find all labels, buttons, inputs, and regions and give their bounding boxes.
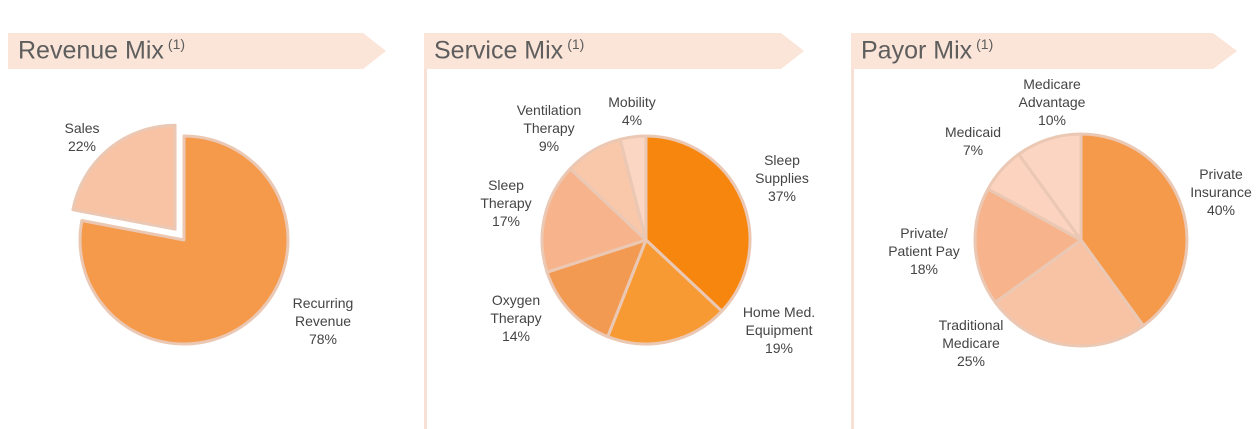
slice-name-label: Mobility xyxy=(608,94,655,110)
pie-slice-recurring-revenue xyxy=(78,134,290,346)
payor-mix-title: Payor Mix (1) xyxy=(861,36,993,65)
slice-label-sleep-supplies: Sleep Supplies 37% xyxy=(755,152,809,204)
slice-name-label: Advantage xyxy=(1019,94,1086,110)
payor-mix-title-text: Payor Mix xyxy=(861,36,973,65)
slice-name-label: Sleep xyxy=(488,177,524,193)
slice-value-label: 7% xyxy=(963,142,983,158)
revenue-mix-title-text: Revenue Mix xyxy=(18,36,164,65)
pie-slice-sleep-therapy xyxy=(540,167,648,274)
service-mix-banner: Service Mix (1) xyxy=(424,33,806,69)
slice-value-label: 14% xyxy=(502,328,530,344)
slice-label-recurring-revenue: Recurring Revenue 78% xyxy=(293,295,354,347)
slice-value-label: 10% xyxy=(1038,112,1066,128)
slice-label-sales: Sales 22% xyxy=(64,120,99,154)
slice-value-label: 19% xyxy=(765,340,793,356)
slice-value-label: 4% xyxy=(622,112,642,128)
pie-slice-mobility xyxy=(618,134,648,242)
slice-name-label: Insurance xyxy=(1190,184,1252,200)
banner-arrow-shape xyxy=(424,33,804,69)
slice-value-label: 78% xyxy=(309,331,337,347)
slice-name-label: Ventilation xyxy=(517,102,582,118)
payor-mix-divider xyxy=(851,66,854,429)
slice-name-label: Equipment xyxy=(746,322,813,338)
slice-name-label: Medicare xyxy=(942,335,1000,351)
payor-mix-panel: Payor Mix (1) Private Insurance 40% Traditio… xyxy=(851,0,1256,429)
slice-value-label: 22% xyxy=(68,138,96,154)
slice-label-medicare-advantage: Medicare Advantage 10% xyxy=(1019,76,1086,128)
slice-label-private-patient-pay: Private/Patient Pay 18% xyxy=(888,225,960,277)
service-mix-title: Service Mix (1) xyxy=(434,36,584,65)
revenue-mix-title: Revenue Mix (1) xyxy=(18,36,185,65)
slice-name-label: Private/ xyxy=(900,225,948,241)
slice-name-label: Revenue xyxy=(295,313,351,329)
pie-slice-private-patient-pay xyxy=(973,187,1083,304)
slice-name-label: Private xyxy=(1199,166,1243,182)
slice-label-ventilation-therapy: Ventilation Therapy 9% xyxy=(517,102,582,154)
service-mix-panel: Service Mix (1) Sleep Supplies 37% Home Med.… xyxy=(424,0,844,429)
slice-name-label: Sales xyxy=(64,120,99,136)
slice-name-label: Supplies xyxy=(755,170,809,186)
revenue-mix-footnote-marker: (1) xyxy=(167,36,186,52)
payor-mix-footnote-marker: (1) xyxy=(976,36,994,52)
slice-name-label: Medicaid xyxy=(945,124,1001,140)
service-mix-divider xyxy=(424,66,427,429)
revenue-mix-banner: Revenue Mix (1) xyxy=(8,33,388,69)
pie-slice-traditional-medicare xyxy=(993,238,1145,348)
slice-name-label: Therapy xyxy=(523,120,574,136)
payor-mix-pie-chart: Private Insurance 40% Traditional Medicare 25… xyxy=(888,76,1252,369)
revenue-mix-panel: Revenue Mix (1) Recurring Revenue 78% Sales 2… xyxy=(8,0,418,429)
slice-name-label: Traditional xyxy=(939,317,1004,333)
slice-name-label: Recurring xyxy=(293,295,354,311)
slice-value-label: 40% xyxy=(1207,202,1235,218)
pie-slice-private-insurance xyxy=(1079,132,1189,328)
slice-value-label: 18% xyxy=(910,261,938,277)
service-mix-pie-chart: Sleep Supplies 37% Home Med. Equipment 19% Oxy… xyxy=(480,94,815,356)
slice-value-label: 17% xyxy=(492,213,520,229)
service-mix-title-text: Service Mix xyxy=(434,36,564,65)
slice-name-label: Medicare xyxy=(1023,76,1081,92)
pie-slice-sleep-supplies xyxy=(644,134,752,313)
slice-label-sleep-therapy: Sleep Therapy 17% xyxy=(480,177,531,229)
slice-value-label: 37% xyxy=(768,188,796,204)
service-mix-footnote-marker: (1) xyxy=(567,36,585,52)
slice-value-label: 9% xyxy=(539,138,559,154)
slice-name-label: Therapy xyxy=(480,195,531,211)
slice-name-label: Patient Pay xyxy=(888,243,960,259)
slice-value-label: 25% xyxy=(957,353,985,369)
pie-slice-sales xyxy=(71,123,177,231)
slice-label-private-insurance: Private Insurance 40% xyxy=(1190,166,1252,218)
pie-slice-medicare-advantage xyxy=(1017,132,1083,242)
banner-arrow-shape xyxy=(851,33,1237,69)
slice-label-home-med-equipment: Home Med. Equipment 19% xyxy=(743,304,815,356)
banner-arrow-shape xyxy=(8,33,386,69)
slice-name-label: Sleep xyxy=(764,152,800,168)
slice-label-medicaid: Medicaid 7% xyxy=(945,124,1001,158)
slice-label-oxygen-therapy: Oxygen Therapy 14% xyxy=(490,292,541,344)
slice-label-mobility: Mobility 4% xyxy=(608,94,655,128)
slice-name-label: Oxygen xyxy=(492,292,540,308)
payor-mix-banner: Payor Mix (1) xyxy=(851,33,1239,69)
slice-name-label: Home Med. xyxy=(743,304,815,320)
slice-label-traditional-medicare: Traditional Medicare 25% xyxy=(939,317,1004,369)
slice-name-label: Therapy xyxy=(490,310,541,326)
revenue-mix-pie-chart: Recurring Revenue 78% Sales 22% xyxy=(64,120,354,347)
